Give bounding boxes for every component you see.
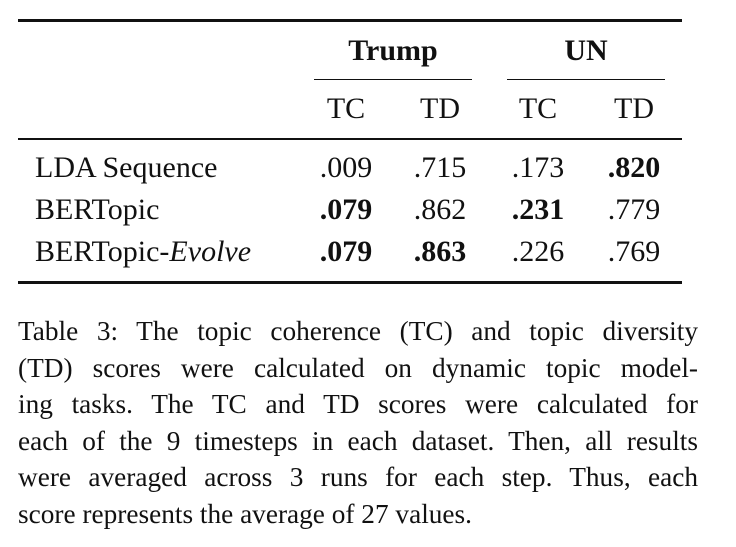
caption-line: ing tasks. The TC and TD scores were cal… xyxy=(18,389,698,419)
row-label-bertopic: BERTopic xyxy=(35,193,160,226)
table-cell-best: .231 xyxy=(511,193,565,226)
group-header-trump: Trump xyxy=(348,34,438,67)
row-label-bertopic-evolve: BERTopic-Evolve xyxy=(35,235,251,269)
header-bottom-rule xyxy=(18,138,682,140)
table-cell: .226 xyxy=(511,235,565,268)
table-cell: .715 xyxy=(413,151,467,184)
table-cell: .779 xyxy=(607,193,661,226)
column-header-trump-td: TD xyxy=(420,92,460,125)
table-cell-best: .820 xyxy=(607,151,661,184)
table-bottom-rule xyxy=(18,281,682,284)
column-header-un-td: TD xyxy=(614,92,654,125)
table-cell: .173 xyxy=(511,151,565,184)
caption-line: score represents the average of 27 value… xyxy=(18,498,472,529)
table-caption: Table 3: The topic coherence (TC) and to… xyxy=(18,313,698,532)
table-cell-best: .079 xyxy=(319,193,373,226)
row-label-lda-sequence: LDA Sequence xyxy=(35,151,218,184)
caption-line: Table 3: The topic coherence (TC) and to… xyxy=(18,316,698,346)
caption-line: (TD) scores were calculated on dynamic t… xyxy=(18,352,698,383)
un-group-underline xyxy=(507,79,665,80)
column-header-trump-tc: TC xyxy=(326,92,366,125)
row-label-prefix: BERTopic- xyxy=(35,235,170,268)
table-cell: .862 xyxy=(413,193,467,226)
column-header-un-tc: TC xyxy=(518,92,558,125)
trump-group-underline xyxy=(314,79,472,80)
table-cell: .769 xyxy=(607,235,661,268)
group-header-un: UN xyxy=(564,34,608,67)
table-cell: .009 xyxy=(319,151,373,184)
table-cell-best: .863 xyxy=(413,235,467,268)
row-label-suffix: Evolve xyxy=(169,235,252,268)
table-cell-best: .079 xyxy=(319,235,373,268)
table-top-rule xyxy=(18,19,682,22)
caption-line: were averaged across 3 runs for each ste… xyxy=(18,462,698,492)
caption-line: each of the 9 timesteps in each dataset.… xyxy=(18,425,698,456)
